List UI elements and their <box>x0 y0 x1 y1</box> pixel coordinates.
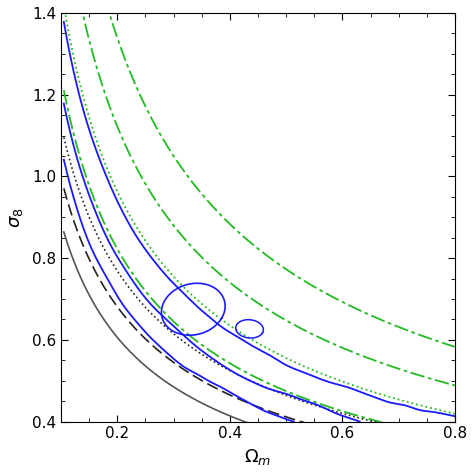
X-axis label: $\Omega_m$: $\Omega_m$ <box>244 447 272 467</box>
Y-axis label: $\sigma_8$: $\sigma_8$ <box>7 207 25 228</box>
